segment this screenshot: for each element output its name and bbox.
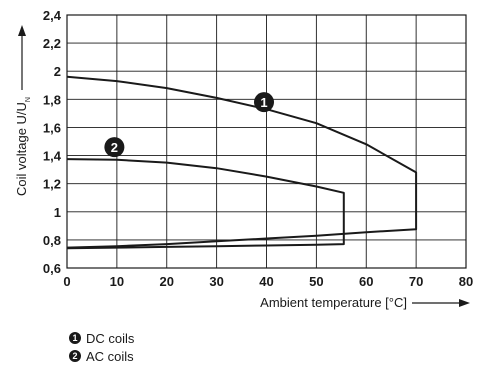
y-tick-label: 2,4 (43, 8, 62, 23)
x-tick-label: 80 (459, 274, 473, 289)
legend-item-ac: 2 AC coils (69, 347, 134, 365)
x-tick-label: 40 (259, 274, 273, 289)
y-tick-label: 1,6 (43, 120, 61, 135)
y-tick-label: 1 (54, 205, 61, 220)
legend-marker-1-icon: 1 (69, 332, 81, 344)
series-line-1 (66, 75, 418, 249)
series-marker-1-label: 1 (260, 95, 267, 110)
legend-label-ac: AC coils (86, 348, 134, 364)
x-tick-label: 50 (309, 274, 323, 289)
chart-canvas: 0,6 0,8 1 1,2 1,4 1,6 1,8 2 2,2 2,4 0 10 20 30 40 50 60 7… (14, 8, 473, 310)
series-marker-2-label: 2 (111, 140, 118, 155)
series-marker-2-icon (104, 137, 125, 158)
series-line-2 (66, 158, 345, 250)
y-axis-title-main: Coil voltage U/U (14, 102, 29, 196)
x-axis-title: Ambient temperature [°C] (260, 295, 407, 310)
y-tick-label: 0,6 (43, 261, 61, 276)
y-tick-label: 1,2 (43, 177, 61, 192)
series-marker-1-icon (254, 92, 275, 113)
plot-frame (66, 14, 467, 269)
x-tick-label: 0 (63, 274, 70, 289)
y-tick-label: 1,4 (43, 149, 62, 164)
x-axis-arrow-icon (459, 299, 470, 307)
x-tick-label: 10 (110, 274, 124, 289)
y-axis-title: Coil voltage U/UN (14, 97, 32, 196)
y-tick-label: 1,8 (43, 92, 61, 107)
legend: 1 DC coils 2 AC coils (69, 329, 134, 365)
x-tick-label: 60 (359, 274, 373, 289)
y-axis-arrow-icon (18, 25, 26, 36)
y-axis-title-subscript: N (25, 97, 32, 102)
x-tick-label: 20 (160, 274, 174, 289)
y-tick-label: 2,2 (43, 36, 61, 51)
y-tick-label: 0,8 (43, 233, 61, 248)
legend-item-dc: 1 DC coils (69, 329, 134, 347)
legend-marker-2-icon: 2 (69, 350, 81, 362)
legend-label-dc: DC coils (86, 330, 135, 346)
y-tick-label: 2 (54, 64, 61, 79)
x-tick-label: 30 (209, 274, 223, 289)
x-tick-label: 70 (409, 274, 423, 289)
